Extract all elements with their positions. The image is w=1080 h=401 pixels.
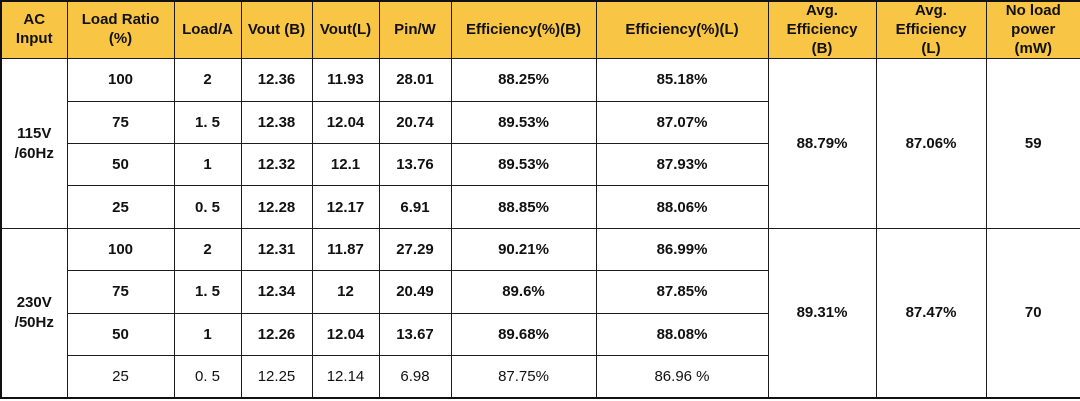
load-a-cell: 0. 5 <box>173 185 242 229</box>
vout-b-cell: 12.38 <box>240 100 313 145</box>
header-pin-w: Pin/W <box>378 0 452 60</box>
load-a-cell: 2 <box>173 58 242 102</box>
vout-b-cell: 12.25 <box>240 355 313 399</box>
vout-l-cell: 12.17 <box>311 185 380 229</box>
header-avg-efficiency-b: Avg. Efficiency (B) <box>767 0 877 60</box>
efficiency-l-cell: 86.96 % <box>595 355 769 399</box>
vout-l-cell: 12.04 <box>311 100 380 145</box>
table-row: 25 0. 5 12.28 12.17 6.91 88.85% 88.06% <box>1 185 1080 229</box>
ac-input-group-label: 230V /50Hz <box>0 227 68 399</box>
load-a-cell: 2 <box>173 227 242 272</box>
header-load-a: Load/A <box>173 0 242 60</box>
avg-efficiency-b-cell: 88.79% <box>767 58 877 229</box>
vout-b-cell: 12.36 <box>240 58 313 102</box>
efficiency-l-cell: 87.93% <box>595 143 769 187</box>
load-ratio-cell: 75 <box>66 270 175 314</box>
load-a-cell: 1 <box>173 143 242 187</box>
pin-w-cell: 6.91 <box>378 185 452 229</box>
efficiency-b-cell: 89.6% <box>450 270 597 314</box>
efficiency-l-cell: 85.18% <box>595 58 769 102</box>
vout-b-cell: 12.28 <box>240 185 313 229</box>
efficiency-b-cell: 88.25% <box>450 58 597 102</box>
load-ratio-cell: 25 <box>66 185 175 229</box>
efficiency-l-cell: 88.08% <box>595 312 769 357</box>
load-ratio-cell: 100 <box>66 227 175 272</box>
load-a-cell: 1 <box>173 312 242 357</box>
vout-b-cell: 12.31 <box>240 227 313 272</box>
no-load-power-cell: 59 <box>985 58 1080 229</box>
vout-l-cell: 11.93 <box>311 58 380 102</box>
efficiency-l-cell: 88.06% <box>595 185 769 229</box>
pin-w-cell: 13.67 <box>378 312 452 357</box>
pin-w-cell: 6.98 <box>378 355 452 399</box>
efficiency-b-cell: 89.68% <box>450 312 597 357</box>
table-row: 75 1. 5 12.38 12.04 20.74 89.53% 87.07% <box>1 100 1080 145</box>
load-ratio-cell: 75 <box>66 100 175 145</box>
vout-l-cell: 12.14 <box>311 355 380 399</box>
table-row: 75 1. 5 12.34 12 20.49 89.6% 87.85% <box>1 270 1080 314</box>
header-row: AC Input Load Ratio (%) Load/A Vout (B) … <box>0 0 1080 60</box>
efficiency-b-cell: 90.21% <box>450 227 597 272</box>
load-ratio-cell: 50 <box>66 143 175 187</box>
table-row: 25 0. 5 12.25 12.14 6.98 87.75% 86.96 % <box>1 355 1080 399</box>
no-load-power-cell: 70 <box>985 227 1080 399</box>
header-ac-input: AC Input <box>0 0 68 60</box>
vout-l-cell: 12.1 <box>311 143 380 187</box>
efficiency-b-cell: 87.75% <box>450 355 597 399</box>
vout-l-cell: 11.87 <box>311 227 380 272</box>
load-ratio-cell: 50 <box>66 312 175 357</box>
ac-input-group-label: 115V /60Hz <box>0 58 68 229</box>
pin-w-cell: 27.29 <box>378 227 452 272</box>
vout-b-cell: 12.34 <box>240 270 313 314</box>
efficiency-l-cell: 87.07% <box>595 100 769 145</box>
pin-w-cell: 20.49 <box>378 270 452 314</box>
pin-w-cell: 13.76 <box>378 143 452 187</box>
load-a-cell: 1. 5 <box>173 270 242 314</box>
header-no-load-power: No load power (mW) <box>985 0 1080 60</box>
efficiency-b-cell: 88.85% <box>450 185 597 229</box>
avg-efficiency-l-cell: 87.06% <box>875 58 987 229</box>
pin-w-cell: 28.01 <box>378 58 452 102</box>
table-row: 230V /50Hz 100 2 12.31 11.87 27.29 90.21… <box>0 227 1080 399</box>
header-vout-b: Vout (B) <box>240 0 313 60</box>
efficiency-b-cell: 89.53% <box>450 100 597 145</box>
load-ratio-cell: 100 <box>66 58 175 102</box>
header-efficiency-b: Efficiency(%)(B) <box>450 0 597 60</box>
vout-l-cell: 12.04 <box>311 312 380 357</box>
efficiency-b-cell: 89.53% <box>450 143 597 187</box>
table-row: 50 1 12.26 12.04 13.67 89.68% 88.08% <box>1 312 1080 357</box>
efficiency-l-cell: 87.85% <box>595 270 769 314</box>
header-efficiency-l: Efficiency(%)(L) <box>595 0 769 60</box>
vout-b-cell: 12.32 <box>240 143 313 187</box>
header-vout-l: Vout(L) <box>311 0 380 60</box>
pin-w-cell: 20.74 <box>378 100 452 145</box>
avg-efficiency-l-cell: 87.47% <box>875 227 987 399</box>
table-row: 115V /60Hz 100 2 12.36 11.93 28.01 88.25… <box>0 58 1080 229</box>
load-a-cell: 0. 5 <box>173 355 242 399</box>
load-ratio-cell: 25 <box>66 355 175 399</box>
avg-efficiency-b-cell: 89.31% <box>767 227 877 399</box>
efficiency-l-cell: 86.99% <box>595 227 769 272</box>
header-avg-efficiency-l: Avg. Efficiency (L) <box>875 0 987 60</box>
header-load-ratio: Load Ratio (%) <box>66 0 175 60</box>
vout-l-cell: 12 <box>311 270 380 314</box>
vout-b-cell: 12.26 <box>240 312 313 357</box>
load-a-cell: 1. 5 <box>173 100 242 145</box>
